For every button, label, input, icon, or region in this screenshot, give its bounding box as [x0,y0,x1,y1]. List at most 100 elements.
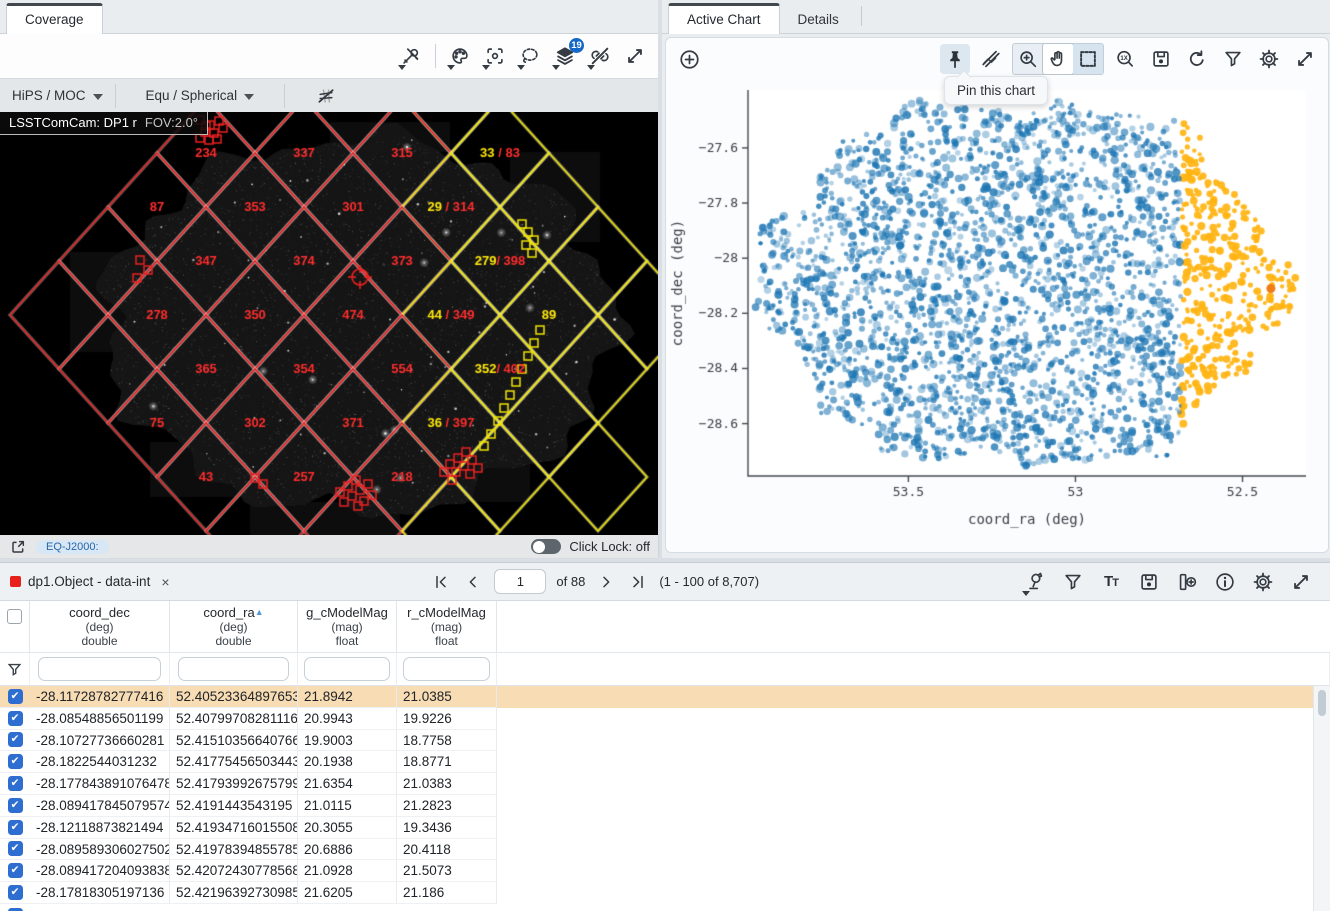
filter-icon[interactable] [1058,567,1088,597]
tools-icon[interactable] [396,41,426,71]
hips-options-bar: HiPS / MOC Equ / Spherical [0,78,658,112]
table-cell: -28.089417845079574 [30,795,170,817]
row-checkbox[interactable]: ✔ [8,754,23,769]
table-cell: 20.6886 [298,839,397,861]
filter-icon[interactable] [1218,44,1248,74]
save-icon[interactable] [1146,44,1176,74]
table-cell: -28.11728782777416 [30,686,170,708]
table-color-swatch [10,576,21,587]
select-all-checkbox[interactable] [7,609,22,624]
scatter-chart[interactable] [666,80,1328,548]
row-checkbox[interactable]: ✔ [8,885,23,900]
coverage-tabbar: Coverage [0,0,658,34]
recenter-icon[interactable] [480,41,510,71]
xy-link-off-icon[interactable] [976,44,1006,74]
table-cell: -28.08548856501199 [30,708,170,730]
row-checkbox[interactable]: ✔ [8,798,23,813]
info-icon[interactable] [1210,567,1240,597]
table-tab[interactable]: dp1.Object - data-int × [10,574,170,590]
page-count-label: of 88 [556,574,585,589]
row-checkbox[interactable]: ✔ [8,732,23,747]
toolbar-separator [435,44,436,68]
lasso-select-icon[interactable] [515,41,545,71]
prev-page-button[interactable] [462,567,484,597]
select-rect-icon[interactable] [1073,44,1103,74]
settings-gear-icon[interactable] [1254,44,1284,74]
table-cell: 18.7758 [397,730,497,752]
tab-coverage[interactable]: Coverage [6,3,103,34]
tab-details[interactable]: Details [780,6,857,34]
coverage-canvas[interactable] [0,112,658,535]
table-row[interactable]: ✔-28.08958930602750252.4197839485578520.… [0,839,1330,861]
select-all-cell[interactable] [0,601,30,652]
last-page-button[interactable] [627,567,649,597]
chevron-down-icon [93,94,103,100]
table-cell: 19.3436 [397,817,497,839]
table-cell: -28.177843891076478 [30,773,170,795]
coverage-image[interactable]: LSSTComCam: DP1 rFOV:2.0° [0,112,658,535]
row-checkbox[interactable]: ✔ [8,689,23,704]
table-row[interactable]: ✔-28.08941784507957452.419144354319521.0… [0,795,1330,817]
expand-icon[interactable] [1286,567,1316,597]
external-link-icon[interactable] [8,538,28,556]
row-checkbox[interactable]: ✔ [8,841,23,856]
add-column-icon[interactable] [1172,567,1202,597]
row-checkbox[interactable]: ✔ [8,776,23,791]
table-row[interactable]: ✔-28.17784389107647852.41793992675799521… [0,773,1330,795]
table-body: ✔-28.1172878277741652.4052336489765321.8… [0,686,1330,911]
restore-icon[interactable] [1182,44,1212,74]
save-icon[interactable] [1134,567,1164,597]
filter-input-coord-dec[interactable] [38,657,160,681]
next-page-button[interactable] [595,567,617,597]
table-row[interactable]: ✔-28.1781830519713652.4219639273098521.6… [0,882,1330,904]
table-row[interactable]: ✔-28.1211887382149452.4193471601550820.3… [0,817,1330,839]
first-page-button[interactable] [430,567,452,597]
text-size-icon[interactable]: TT [1096,567,1126,597]
expand-icon[interactable] [1290,44,1320,74]
row-checkbox[interactable]: ✔ [8,863,23,878]
filter-input-g-cmodelmag[interactable] [304,657,390,681]
separator [861,6,862,26]
settings-gear-icon[interactable] [1248,567,1278,597]
filter-input-r-cmodelmag[interactable] [403,657,490,681]
table-row[interactable]: ✔-28.1172878277741652.4052336489765321.8… [0,686,1330,708]
wcs-match-off-icon[interactable] [585,41,615,71]
add-chart-icon[interactable] [674,44,704,74]
table-cell: 21.5073 [397,860,497,882]
zoom-in-icon[interactable] [1013,44,1043,74]
color-palette-icon[interactable] [445,41,475,71]
close-icon[interactable]: × [161,574,169,590]
expand-icon[interactable] [620,41,650,71]
table-row[interactable]: ✔-28.1072773666028152.4151035664076619.9… [0,730,1330,752]
row-checkbox[interactable]: ✔ [8,711,23,726]
projection-dropdown[interactable]: Equ / Spherical [146,88,255,103]
tab-active-chart[interactable]: Active Chart [668,3,780,34]
grid-off-icon[interactable] [311,81,341,111]
table-row-partial[interactable] [0,904,1330,911]
table-row[interactable]: ✔-28.182254403123252.41775456503443620.1… [0,751,1330,773]
table-cell: 21.186 [397,882,497,904]
table-cell: 20.3055 [298,817,397,839]
column-header-coord-ra[interactable]: coord_ra▲ (deg) double [170,601,298,652]
row-checkbox[interactable]: ✔ [8,820,23,835]
scope-icon[interactable] [1020,567,1050,597]
click-lock-toggle[interactable] [531,539,561,554]
column-header-coord-dec[interactable]: coord_dec (deg) double [30,601,170,652]
column-header-r-cmodelmag[interactable]: r_cModelMag (mag) float [397,601,497,652]
table-cell: 19.9003 [298,730,397,752]
column-header-g-cmodelmag[interactable]: g_cModelMag (mag) float [298,601,397,652]
pin-icon[interactable] [940,44,970,74]
table-row[interactable]: ✔-28.0854885650119952.40799708281116420.… [0,708,1330,730]
vertical-scrollbar[interactable] [1313,686,1330,911]
table-row[interactable]: ✔-28.08941720409383852.4207243077856821.… [0,860,1330,882]
hips-moc-dropdown[interactable]: HiPS / MOC [12,88,103,103]
filter-input-coord-ra[interactable] [178,657,290,681]
layers-icon[interactable]: 19 [550,41,580,71]
zoom-1x-icon[interactable]: 1X [1110,44,1140,74]
scrollbar-thumb[interactable] [1318,690,1326,716]
table-cell: 19.9226 [397,708,497,730]
table-cell: 21.2823 [397,795,497,817]
pan-hand-icon[interactable] [1043,44,1073,74]
table-cell: 52.407997082811164 [170,708,298,730]
page-number-input[interactable] [494,569,546,594]
